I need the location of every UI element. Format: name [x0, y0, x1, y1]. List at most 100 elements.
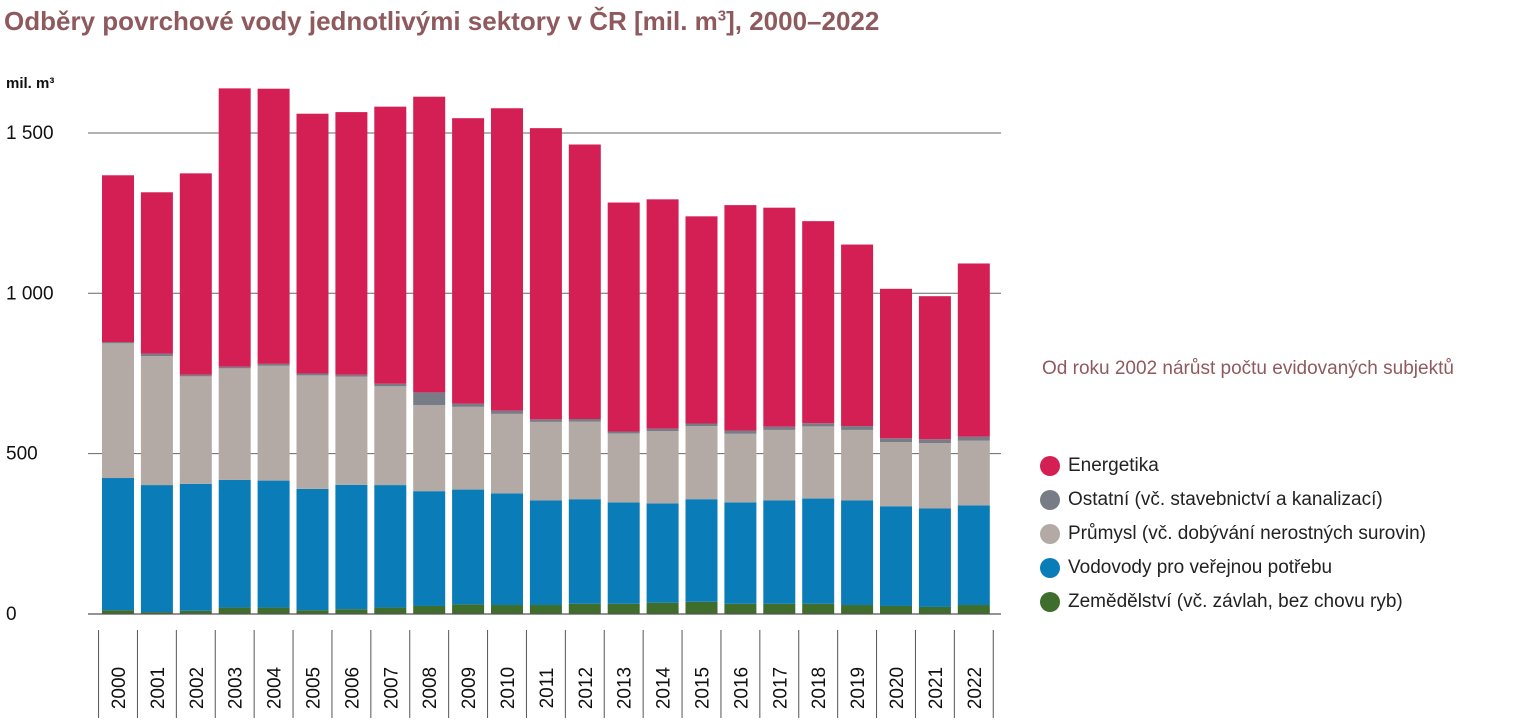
bar-segment-ostatni — [102, 342, 134, 344]
bar-segment-ostatni — [529, 419, 562, 422]
bar-segment-zemedelstvi — [918, 606, 951, 614]
bar-segment-energetika — [646, 199, 679, 429]
bar-segment-ostatni — [296, 373, 329, 376]
legend: Energetika Ostatní (vč. stavebnictví a ka… — [1040, 449, 1426, 619]
bar-segment-vodovody — [685, 499, 718, 602]
bar-segment-energetika — [257, 88, 290, 364]
bar-segment-energetika — [491, 108, 523, 411]
bar-segment-prumysl — [102, 343, 134, 479]
legend-item-ostatni: Ostatní (vč. stavebnictví a kanalizací) — [1040, 483, 1426, 517]
bar-segment-zemedelstvi — [802, 603, 835, 614]
bar-segment-energetika — [568, 144, 601, 420]
x-tick-label: 2015 — [693, 667, 714, 709]
x-tick-label: 2013 — [615, 667, 636, 709]
bar-segment-zemedelstvi — [957, 605, 990, 614]
bar-segment-vodovody — [918, 508, 951, 607]
bar-segment-energetika — [179, 173, 212, 375]
axes: mil. m³ 0 500 1 000 1 500 2000 2001 2002 2003 200… — [6, 75, 1001, 718]
bar-segment-zemedelstvi — [374, 607, 407, 614]
bar-segment-zemedelstvi — [491, 605, 523, 614]
bar-segment-ostatni — [452, 403, 485, 407]
bar-segment-zemedelstvi — [529, 605, 562, 614]
legend-item-vodovody: Vodovody pro veřejnou potřebu — [1040, 551, 1426, 585]
x-tick-label: 2020 — [887, 667, 908, 709]
bar-segment-zemedelstvi — [763, 603, 796, 614]
bar-segment-ostatni — [218, 366, 251, 369]
x-tick-label: 2007 — [381, 667, 402, 709]
bar-segment-energetika — [529, 128, 562, 420]
bar-segment-zemedelstvi — [218, 607, 251, 614]
legend-swatch — [1040, 592, 1060, 612]
bar-segment-prumysl — [413, 405, 446, 492]
bar-segment-zemedelstvi — [257, 607, 290, 614]
bar-segment-energetika — [802, 221, 835, 424]
bar-segment-energetika — [296, 113, 329, 374]
x-tick-label: 2001 — [148, 667, 169, 709]
annotation-note: Od roku 2002 nárůst počtu evidovaných su… — [1042, 358, 1454, 379]
bar-segment-ostatni — [918, 439, 951, 444]
bar-segment-zemedelstvi — [102, 610, 134, 614]
bar-segment-energetika — [763, 207, 796, 427]
bar-segment-prumysl — [607, 433, 640, 503]
legend-item-zemedelstvi: Zemědělství (vč. závlah, bez chovu ryb) — [1040, 585, 1426, 619]
x-tick-label: 2021 — [926, 667, 947, 709]
bar-segment-vodovody — [607, 502, 640, 604]
y-axis-label: mil. m³ — [6, 75, 54, 92]
bar-segment-prumysl — [918, 443, 951, 509]
bar-segment-ostatni — [335, 374, 368, 377]
bar-segment-zemedelstvi — [607, 603, 640, 614]
bar-segment-vodovody — [335, 484, 368, 610]
bar-segment-vodovody — [452, 489, 485, 605]
x-tick-label: 2002 — [187, 667, 208, 709]
y-tick-label: 500 — [6, 444, 38, 465]
bar-segment-ostatni — [763, 426, 796, 430]
x-tick-label: 2012 — [576, 667, 597, 709]
bar-segment-prumysl — [491, 413, 523, 494]
x-tick-label: 2022 — [965, 667, 986, 709]
x-tick-label: 2005 — [304, 667, 325, 709]
x-tick-label: 2009 — [459, 667, 480, 709]
bar-segment-energetika — [880, 288, 912, 439]
bar-segment-energetika — [413, 96, 446, 393]
bar-segment-energetika — [607, 202, 640, 432]
legend-swatch — [1040, 456, 1060, 476]
bar-segment-vodovody — [102, 478, 134, 611]
chart-title: Odběry povrchové vody jednotlivými sekto… — [4, 6, 880, 36]
bar-segment-ostatni — [802, 423, 835, 427]
x-tick-label: 2017 — [770, 667, 791, 709]
x-tick-label: 2000 — [109, 667, 130, 709]
bar-segment-prumysl — [257, 365, 290, 481]
bar-segment-energetika — [140, 192, 173, 354]
bar-segment-energetika — [374, 106, 407, 384]
bar-segment-energetika — [102, 175, 134, 343]
bar-segment-vodovody — [140, 485, 173, 613]
bar-segment-vodovody — [296, 488, 329, 611]
bar-segment-prumysl — [140, 356, 173, 486]
legend-swatch — [1040, 490, 1060, 510]
bar-segment-zemedelstvi — [568, 603, 601, 614]
bar-segment-prumysl — [179, 376, 212, 484]
bar-segment-ostatni — [685, 423, 718, 427]
legend-label: Zemědělství (vč. závlah, bez chovu ryb) — [1068, 591, 1403, 612]
bar-segment-energetika — [335, 112, 368, 375]
legend-label: Vodovody pro veřejnou potřebu — [1068, 557, 1333, 578]
legend-swatch — [1040, 524, 1060, 544]
bar-segment-zemedelstvi — [179, 610, 212, 614]
bar-segment-ostatni — [568, 419, 601, 422]
bar-segment-prumysl — [568, 421, 601, 500]
legend-swatch — [1040, 558, 1060, 578]
bar-segment-ostatni — [140, 353, 173, 357]
x-tick-label: 2003 — [226, 667, 247, 709]
bar-segment-vodovody — [529, 500, 562, 606]
bar-segment-energetika — [685, 216, 718, 424]
bar-segment-zemedelstvi — [296, 610, 329, 614]
bar-segment-energetika — [841, 244, 874, 427]
bar-segment-ostatni — [607, 431, 640, 434]
bar-segment-vodovody — [374, 485, 407, 608]
legend-label: Energetika — [1068, 455, 1159, 476]
bar-segment-vodovody — [957, 505, 990, 606]
bar-segment-ostatni — [413, 392, 446, 406]
bar-segment-ostatni — [257, 363, 290, 366]
bar-segment-zemedelstvi — [841, 605, 874, 614]
bar-segment-prumysl — [529, 421, 562, 501]
